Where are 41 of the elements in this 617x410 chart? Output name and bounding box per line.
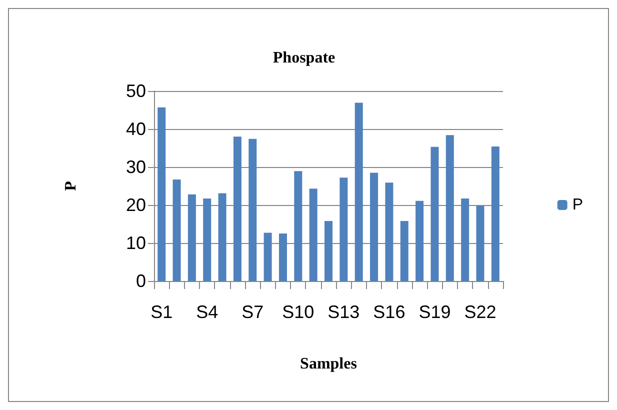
x-tick-label: S13 — [328, 302, 360, 322]
y-axis-title: P — [62, 180, 80, 191]
bar — [400, 220, 408, 281]
bar — [385, 182, 394, 281]
bar — [203, 198, 212, 281]
y-tick-label: 20 — [126, 195, 146, 215]
bar — [430, 146, 439, 281]
bar — [370, 172, 378, 281]
bar — [416, 200, 424, 281]
bar — [446, 135, 454, 281]
bar — [248, 138, 257, 281]
x-tick-label: S22 — [464, 302, 496, 322]
bar — [340, 178, 348, 281]
bar — [233, 136, 242, 281]
x-tick-label: S16 — [373, 302, 406, 322]
bar — [294, 171, 302, 281]
bar — [491, 146, 500, 281]
bar — [172, 180, 181, 281]
y-tick-label: 50 — [126, 81, 146, 101]
bar — [278, 234, 287, 281]
bar — [461, 198, 470, 281]
y-tick-label: 0 — [136, 271, 146, 291]
chart-title: Phospate — [272, 50, 336, 66]
x-tick-label: S19 — [418, 302, 451, 322]
bar — [476, 206, 484, 281]
legend-label: P — [572, 196, 583, 214]
bar — [354, 102, 363, 281]
bar — [324, 220, 332, 281]
x-tick-label: S10 — [282, 302, 314, 322]
x-axis-title: Samples — [300, 356, 357, 372]
bar — [264, 232, 272, 281]
bar — [309, 188, 318, 281]
x-tick-label: S4 — [196, 302, 218, 322]
y-tick-label: 10 — [126, 233, 146, 253]
y-tick-label: 30 — [126, 157, 146, 177]
bar — [188, 194, 196, 281]
x-tick-label: S1 — [150, 302, 173, 322]
bar — [158, 107, 166, 281]
x-tick-label: S7 — [242, 302, 264, 322]
y-tick-label: 40 — [126, 119, 146, 139]
bar — [218, 193, 226, 281]
